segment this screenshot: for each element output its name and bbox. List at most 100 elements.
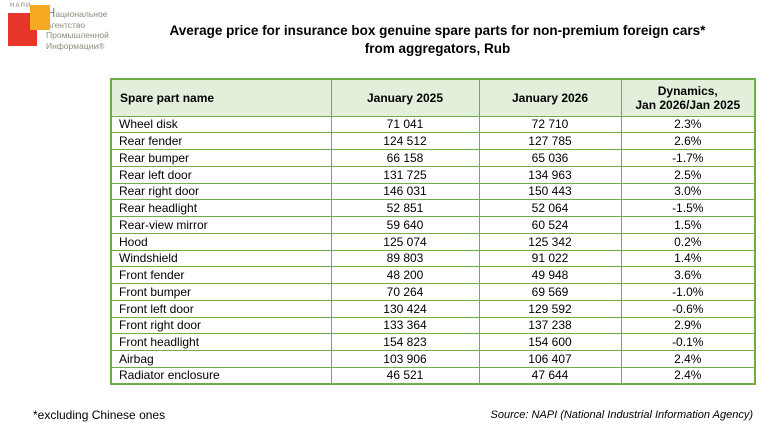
table-row: Rear fender 124 512 127 785 2.6% <box>110 132 756 150</box>
price-jan-2025-cell: 71 041 <box>330 115 480 134</box>
dynamics-cell: 2.6% <box>620 132 756 150</box>
dynamics-cell: 0.2% <box>620 232 756 251</box>
source-note: Source: NAPI (National Industrial Inform… <box>490 409 754 421</box>
spare-part-name-cell: Windshield <box>110 249 332 268</box>
header-spare-part-name: Spare part name <box>110 78 332 117</box>
spare-part-name-cell: Rear bumper <box>110 149 332 167</box>
spare-part-name-cell: Rear left door <box>110 165 332 184</box>
table-row: Wheel disk 71 041 72 710 2.3% <box>110 115 756 134</box>
dynamics-cell: -0.1% <box>620 333 756 351</box>
price-jan-2026-cell: 91 022 <box>478 249 622 268</box>
price-jan-2025-cell: 52 851 <box>330 199 480 217</box>
spare-part-name-cell: Front bumper <box>110 283 332 301</box>
header-dynamics-line-1: Dynamics, <box>657 83 718 98</box>
table-row: Front right door 133 364 137 238 2.9% <box>110 316 756 335</box>
price-jan-2025-cell: 130 424 <box>330 299 480 318</box>
dynamics-cell: 2.9% <box>620 316 756 335</box>
logo-line-1: Национальное <box>46 5 108 20</box>
dynamics-cell: 2.4% <box>620 366 756 385</box>
table-row: Front left door 130 424 129 592 -0.6% <box>110 299 756 318</box>
price-jan-2026-cell: 150 443 <box>478 182 622 201</box>
price-jan-2026-cell: 127 785 <box>478 132 622 150</box>
table-row: Front headlight 154 823 154 600 -0.1% <box>110 333 756 351</box>
page-title: Average price for insurance box genuine … <box>115 22 760 57</box>
spare-part-name-cell: Front headlight <box>110 333 332 351</box>
table-body: Wheel disk 71 041 72 710 2.3% Rear fender 124… <box>110 115 756 385</box>
price-jan-2026-cell: 125 342 <box>478 232 622 251</box>
table-row: Rear headlight 52 851 52 064 -1.5% <box>110 199 756 217</box>
dynamics-cell: 2.4% <box>620 350 756 368</box>
price-jan-2025-cell: 48 200 <box>330 266 480 284</box>
header-dynamics: Dynamics, Jan 2026/Jan 2025 <box>620 78 756 117</box>
price-jan-2026-cell: 60 524 <box>478 216 622 234</box>
price-jan-2026-cell: 106 407 <box>478 350 622 368</box>
price-jan-2026-cell: 49 948 <box>478 266 622 284</box>
table-row: Windshield 89 803 91 022 1.4% <box>110 249 756 268</box>
price-jan-2025-cell: 125 074 <box>330 232 480 251</box>
price-jan-2026-cell: 154 600 <box>478 333 622 351</box>
dynamics-cell: -1.7% <box>620 149 756 167</box>
price-jan-2025-cell: 66 158 <box>330 149 480 167</box>
spare-part-name-cell: Rear headlight <box>110 199 332 217</box>
napi-logo: НАПИ Национальное Агентство Промышленной… <box>8 2 178 60</box>
table-row: Airbag 103 906 106 407 2.4% <box>110 350 756 368</box>
table-row: Front fender 48 200 49 948 3.6% <box>110 266 756 284</box>
table-row: Front bumper 70 264 69 569 -1.0% <box>110 283 756 301</box>
price-jan-2026-cell: 72 710 <box>478 115 622 134</box>
table-row: Hood 125 074 125 342 0.2% <box>110 232 756 251</box>
dynamics-cell: 3.6% <box>620 266 756 284</box>
price-jan-2025-cell: 89 803 <box>330 249 480 268</box>
table-row: Rear right door 146 031 150 443 3.0% <box>110 182 756 201</box>
dynamics-cell: -0.6% <box>620 299 756 318</box>
spare-part-name-cell: Hood <box>110 232 332 251</box>
logo-agency-name: Национальное Агентство Промышленной Инфо… <box>46 5 109 51</box>
dynamics-cell: -1.0% <box>620 283 756 301</box>
spare-parts-price-table: Spare part name January 2025 January 202… <box>110 78 756 385</box>
spare-part-name-cell: Airbag <box>110 350 332 368</box>
price-jan-2026-cell: 47 644 <box>478 366 622 385</box>
price-jan-2025-cell: 124 512 <box>330 132 480 150</box>
spare-part-name-cell: Wheel disk <box>110 115 332 134</box>
logo-acronym-text: НАПИ <box>10 3 32 9</box>
dynamics-cell: 3.0% <box>620 182 756 201</box>
dynamics-cell: 1.5% <box>620 216 756 234</box>
spare-part-name-cell: Rear-view mirror <box>110 216 332 234</box>
spare-part-name-cell: Rear right door <box>110 182 332 201</box>
price-jan-2025-cell: 59 640 <box>330 216 480 234</box>
page-title-line-1: Average price for insurance box genuine … <box>169 23 706 38</box>
dynamics-cell: 2.3% <box>620 115 756 134</box>
footnote-excluding-chinese: *excluding Chinese ones <box>33 408 166 422</box>
price-jan-2025-cell: 70 264 <box>330 283 480 301</box>
page-title-line-2: from aggregators, Rub <box>364 40 511 56</box>
logo-orange-square <box>30 5 50 30</box>
price-jan-2026-cell: 137 238 <box>478 316 622 335</box>
table-header: Spare part name January 2025 January 202… <box>110 78 756 117</box>
price-jan-2025-cell: 146 031 <box>330 182 480 201</box>
dynamics-cell: 1.4% <box>620 249 756 268</box>
table-row: Rear-view mirror 59 640 60 524 1.5% <box>110 216 756 234</box>
price-jan-2025-cell: 131 725 <box>330 165 480 184</box>
logo-line-4: Информации® <box>46 40 105 51</box>
dynamics-cell: -1.5% <box>620 199 756 217</box>
spare-part-name-cell: Rear fender <box>110 132 332 150</box>
spare-part-name-cell: Front fender <box>110 266 332 284</box>
price-jan-2026-cell: 69 569 <box>478 283 622 301</box>
price-jan-2026-cell: 52 064 <box>478 199 622 217</box>
price-jan-2026-cell: 129 592 <box>478 299 622 318</box>
price-jan-2025-cell: 46 521 <box>330 366 480 385</box>
price-jan-2025-cell: 133 364 <box>330 316 480 335</box>
price-jan-2025-cell: 154 823 <box>330 333 480 351</box>
price-jan-2026-cell: 65 036 <box>478 149 622 167</box>
spare-part-name-cell: Front left door <box>110 299 332 318</box>
header-january-2026: January 2026 <box>478 78 622 117</box>
logo-line-2: Агентство <box>46 19 86 30</box>
logo-line-3: Промышленной <box>46 30 109 40</box>
price-jan-2025-cell: 103 906 <box>330 350 480 368</box>
spare-part-name-cell: Front right door <box>110 316 332 335</box>
price-jan-2026-cell: 134 963 <box>478 165 622 184</box>
table-row: Rear bumper 66 158 65 036 -1.7% <box>110 149 756 167</box>
table-row: Rear left door 131 725 134 963 2.5% <box>110 165 756 184</box>
header-january-2025: January 2025 <box>330 78 480 117</box>
header-dynamics-line-2: Jan 2026/Jan 2025 <box>635 97 741 112</box>
dynamics-cell: 2.5% <box>620 165 756 184</box>
